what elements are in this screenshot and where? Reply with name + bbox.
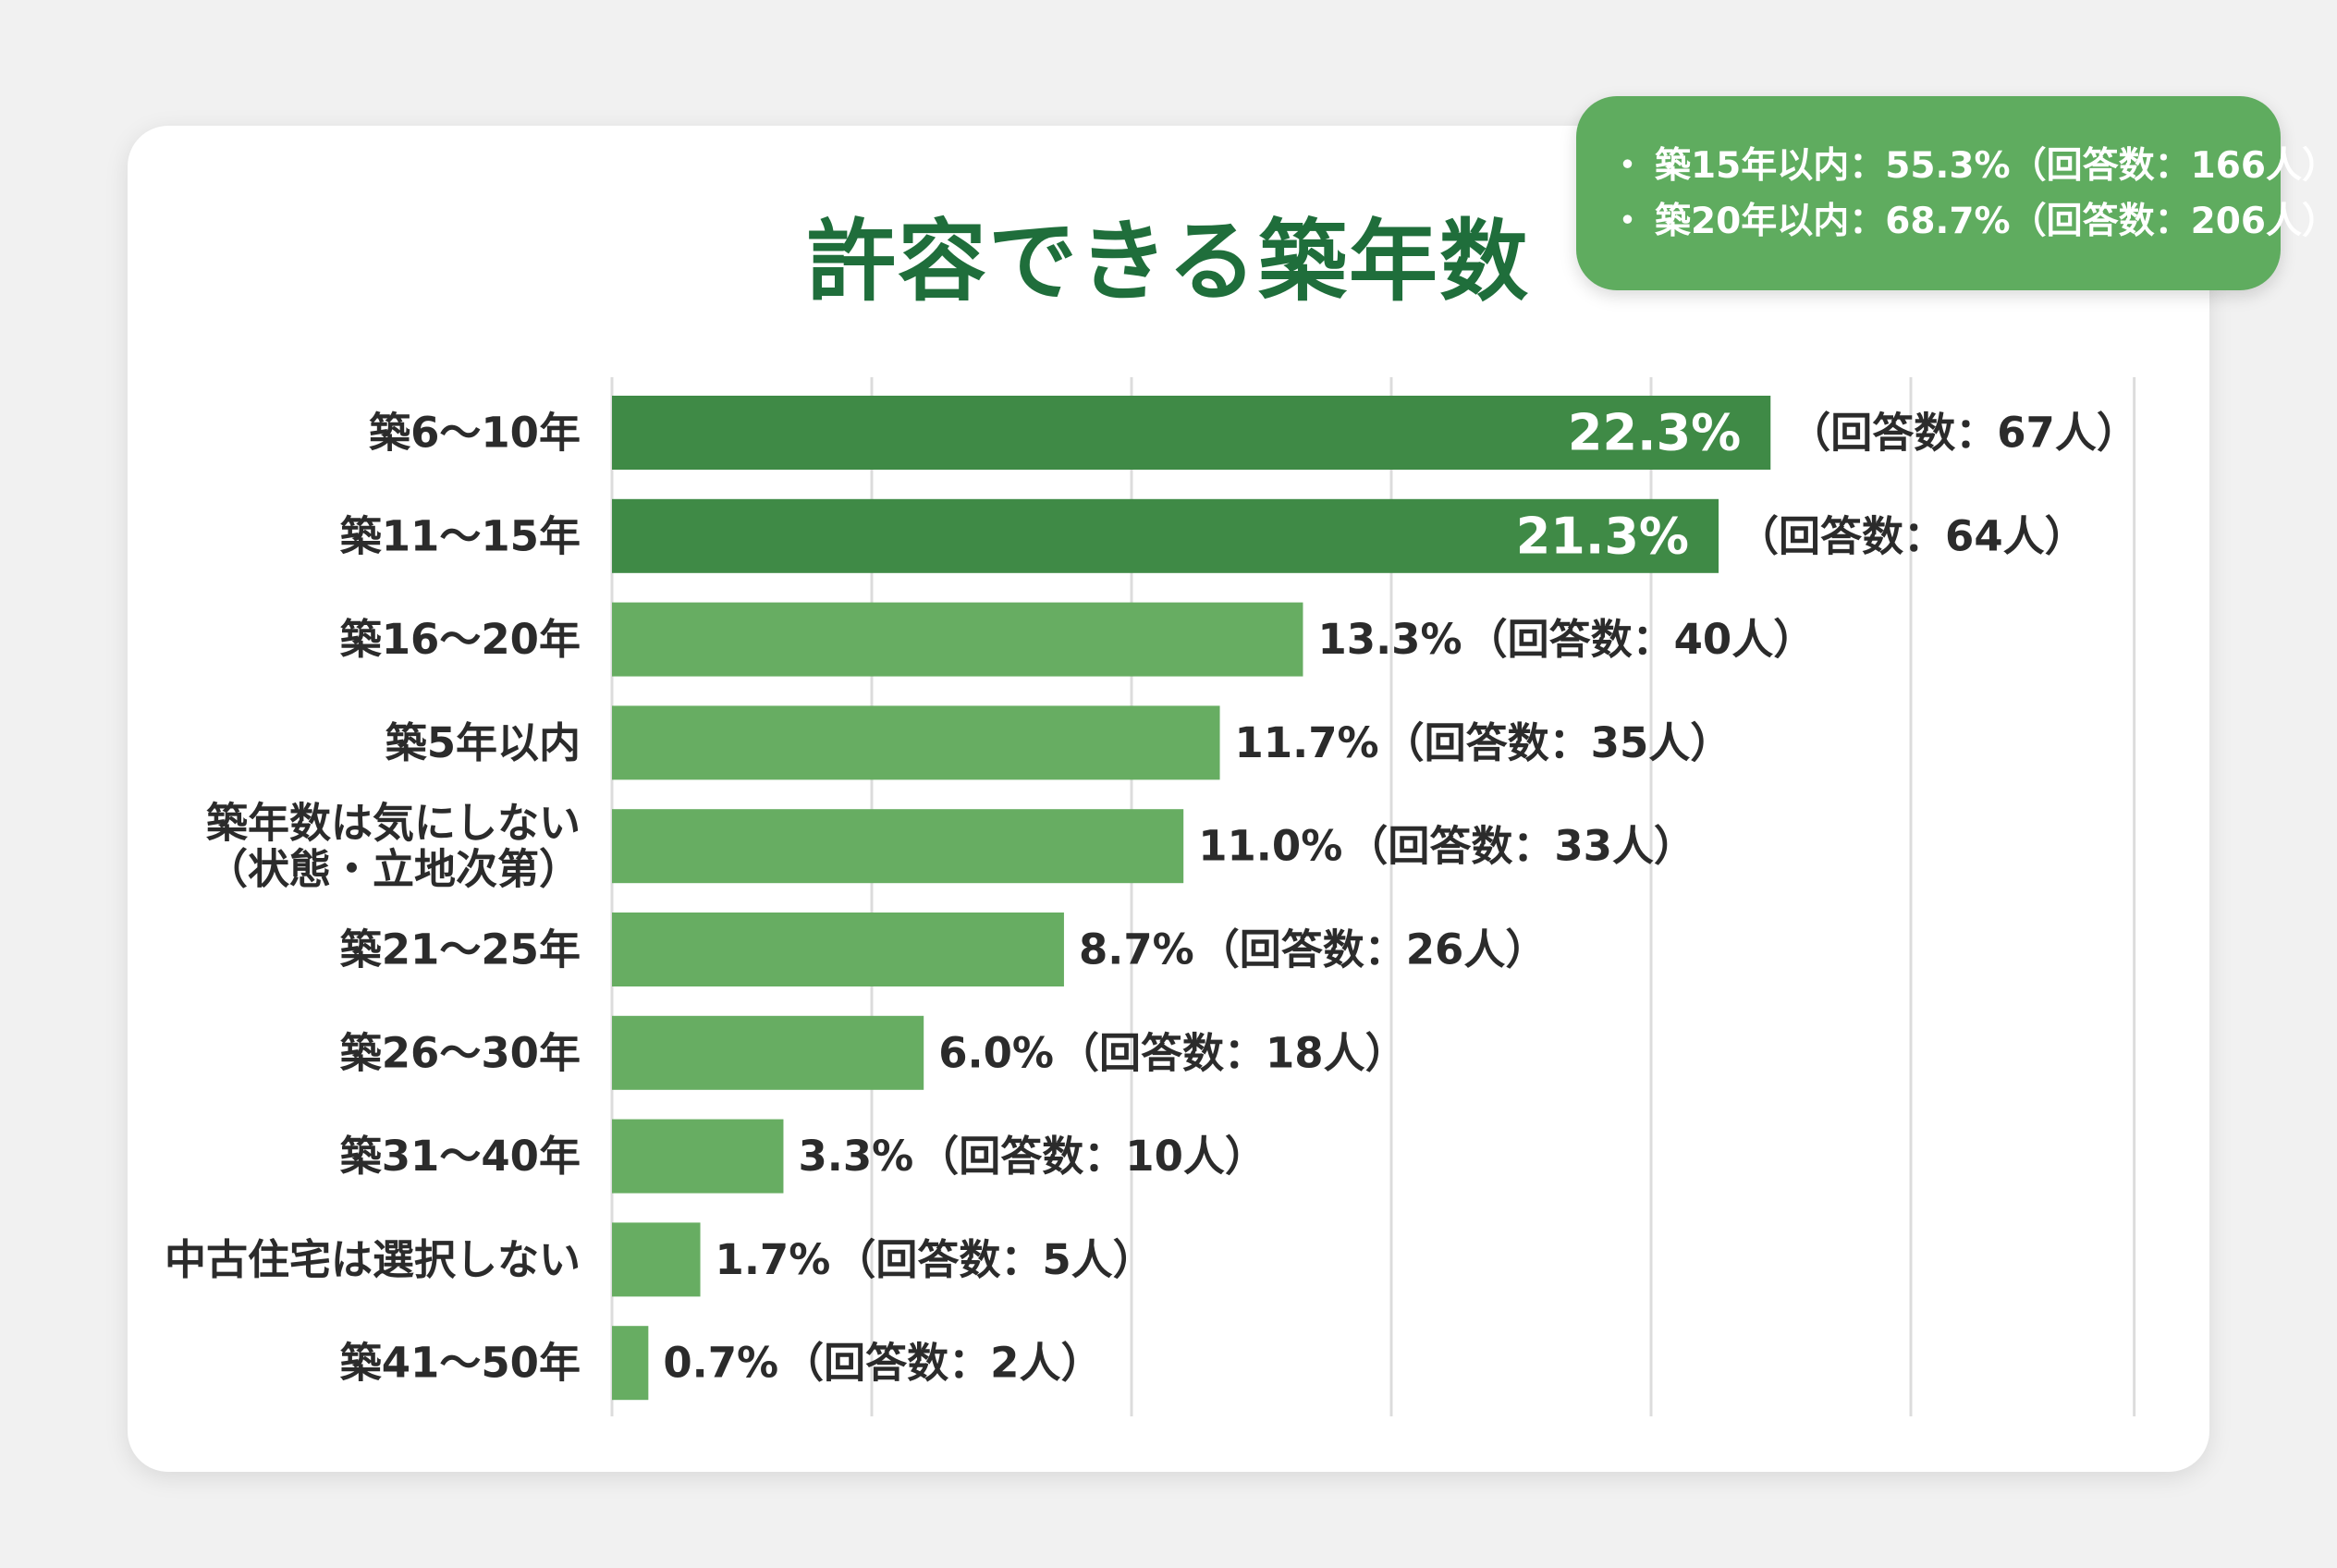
category-label: 築6〜10年 (369, 409, 581, 458)
count-label: （回答数：35人） (1383, 718, 1732, 767)
chart-card (128, 126, 2209, 1472)
value-label: 8.7% (1079, 925, 1194, 974)
count-label: （回答数：67人） (1789, 409, 2138, 458)
value-label: 22.3% (1568, 404, 1741, 462)
value-label: 1.7% (716, 1235, 831, 1284)
category-label: 築26〜30年 (340, 1028, 581, 1077)
bar (612, 913, 1064, 986)
chart-title: 許容できる築年数 (806, 210, 1531, 313)
count-label: （回答数：10人） (917, 1132, 1266, 1181)
category-label: 築11〜15年 (340, 511, 581, 560)
value-label: 3.3% (798, 1132, 913, 1181)
count-label: （回答数：18人） (1058, 1028, 1407, 1077)
category-label: 築31〜40年 (340, 1132, 581, 1181)
value-label: 6.0% (938, 1028, 1054, 1077)
summary-line-20: ・築20年以内：68.7%（回答数：206人） (1609, 194, 2337, 250)
count-label: （回答数：5人） (834, 1235, 1154, 1284)
value-label: 11.7% (1235, 718, 1379, 767)
count-label: （回答数：64人） (1737, 511, 2086, 560)
category-label: 築16〜20年 (340, 615, 581, 664)
bar (612, 1015, 924, 1090)
value-label: 11.0% (1198, 822, 1342, 871)
bar (612, 1119, 784, 1194)
bar (612, 498, 1719, 573)
bullet-icon: ・ (1609, 145, 1646, 187)
summary-text-20: 築20年以内：68.7%（回答数：206人） (1655, 201, 2337, 242)
bar (612, 602, 1303, 677)
count-label: （回答数：40人） (1466, 615, 1816, 664)
bar (612, 809, 1184, 884)
category-label: 中古住宅は選択しない (165, 1235, 581, 1284)
category-label: （状態・立地次第） (206, 845, 581, 894)
category-label: 築21〜25年 (340, 925, 581, 974)
summary-callout: ・築15年以内：55.3%（回答数：166人） ・築20年以内：68.7%（回答… (1576, 96, 2337, 290)
value-label: 21.3% (1516, 507, 1689, 565)
summary-text-15: 築15年以内：55.3%（回答数：166人） (1655, 145, 2337, 187)
value-label: 13.3% (1317, 615, 1462, 664)
category-label: 築41〜50年 (340, 1339, 581, 1388)
count-label: （回答数：33人） (1346, 822, 1695, 871)
summary-line-15: ・築15年以内：55.3%（回答数：166人） (1609, 139, 2337, 194)
category-label: 築年数は気にしない (206, 799, 581, 848)
bar (612, 396, 1771, 470)
value-label: 0.7% (663, 1339, 778, 1388)
bullet-icon: ・ (1609, 201, 1646, 242)
bar (612, 1326, 649, 1401)
category-label: 築5年以内 (385, 718, 581, 767)
count-label: （回答数：26人） (1198, 925, 1548, 974)
bar (612, 1222, 701, 1297)
bar (612, 705, 1220, 780)
count-label: （回答数：2人） (782, 1339, 1102, 1388)
